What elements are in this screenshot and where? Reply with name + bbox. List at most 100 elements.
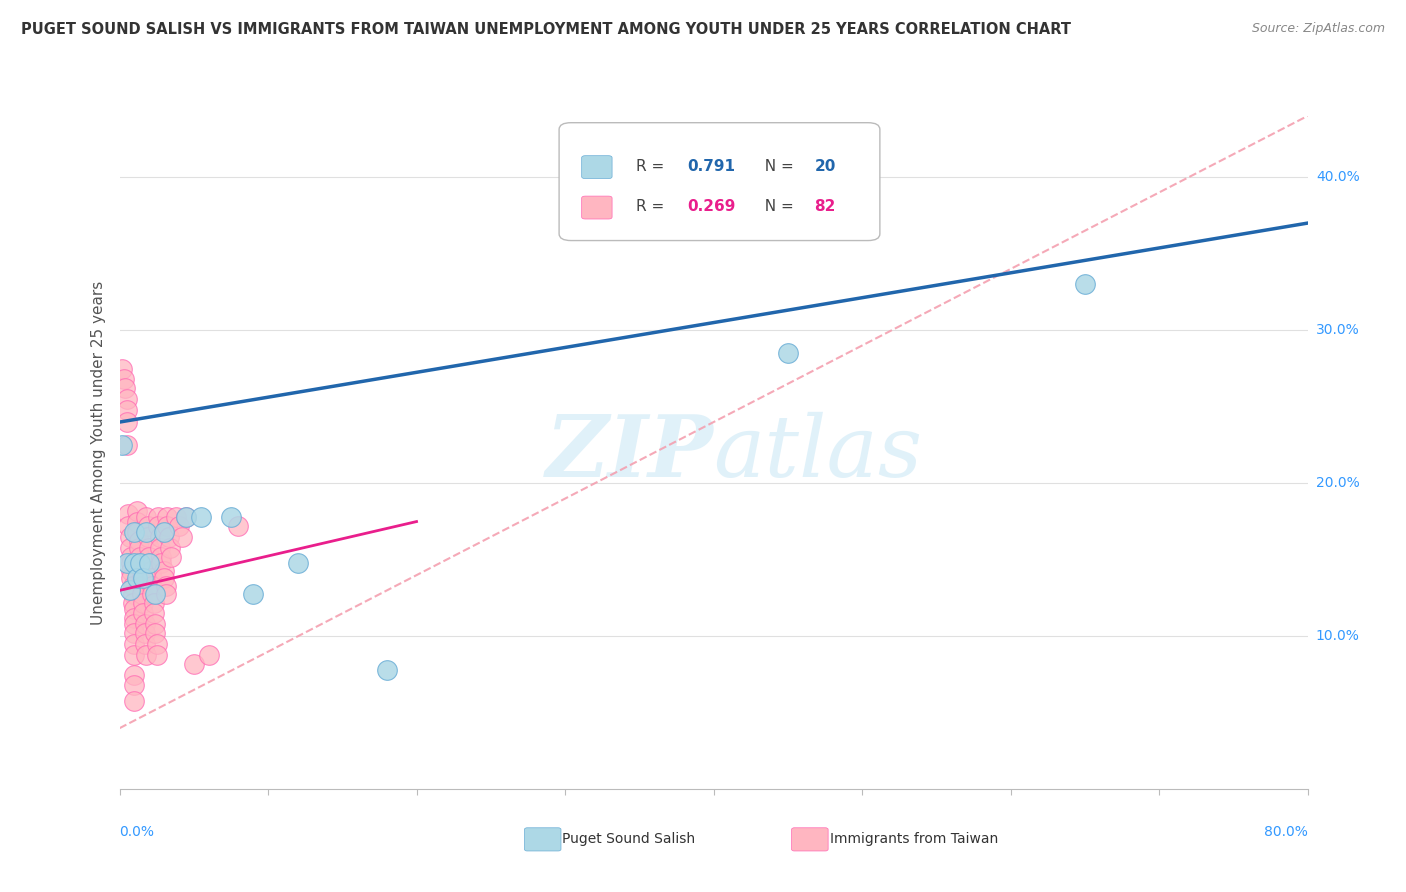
- Point: [150, 549, 173, 564]
- Text: Source: ZipAtlas.com: Source: ZipAtlas.com: [1251, 22, 1385, 36]
- Point: [120, 571, 142, 585]
- Point: [183, 657, 205, 671]
- Point: [124, 556, 146, 570]
- Point: [135, 648, 157, 662]
- FancyBboxPatch shape: [582, 196, 612, 219]
- Point: [153, 564, 176, 578]
- Text: 0.791: 0.791: [688, 159, 735, 174]
- Point: [124, 617, 146, 632]
- Point: [143, 626, 166, 640]
- Point: [141, 579, 163, 593]
- Text: 20: 20: [814, 159, 837, 174]
- Point: [153, 525, 176, 540]
- Point: [170, 530, 193, 544]
- Point: [117, 507, 139, 521]
- Point: [136, 519, 159, 533]
- Point: [176, 510, 198, 524]
- Text: R =: R =: [637, 159, 669, 174]
- Text: 40.0%: 40.0%: [1316, 170, 1360, 184]
- Text: 10.0%: 10.0%: [1316, 630, 1360, 643]
- Point: [118, 530, 141, 544]
- Point: [287, 556, 309, 570]
- Point: [131, 586, 153, 600]
- Point: [132, 571, 155, 585]
- Y-axis label: Unemployment Among Youth under 25 years: Unemployment Among Youth under 25 years: [91, 281, 107, 624]
- Point: [124, 637, 146, 651]
- Point: [112, 372, 135, 386]
- Point: [142, 607, 165, 621]
- Point: [165, 510, 187, 524]
- Point: [197, 648, 219, 662]
- Point: [124, 667, 146, 681]
- Point: [132, 596, 155, 610]
- Point: [124, 678, 146, 692]
- Point: [146, 519, 169, 533]
- Point: [776, 346, 799, 360]
- Point: [153, 571, 176, 585]
- Text: ZIP: ZIP: [546, 411, 713, 494]
- Point: [155, 586, 177, 600]
- Point: [127, 515, 149, 529]
- Text: Immigrants from Taiwan: Immigrants from Taiwan: [830, 832, 998, 847]
- Text: 80.0%: 80.0%: [1264, 825, 1308, 839]
- Point: [124, 693, 146, 707]
- Text: R =: R =: [637, 200, 669, 214]
- Point: [135, 525, 157, 540]
- Point: [167, 519, 190, 533]
- Text: 82: 82: [814, 200, 837, 214]
- Text: PUGET SOUND SALISH VS IMMIGRANTS FROM TAIWAN UNEMPLOYMENT AMONG YOUTH UNDER 25 Y: PUGET SOUND SALISH VS IMMIGRANTS FROM TA…: [21, 22, 1071, 37]
- Point: [129, 549, 152, 564]
- Point: [118, 541, 141, 555]
- Point: [128, 534, 150, 549]
- Point: [129, 556, 152, 570]
- Point: [138, 556, 160, 570]
- Point: [141, 586, 163, 600]
- Text: atlas: atlas: [713, 411, 922, 494]
- Point: [156, 519, 179, 533]
- Point: [122, 586, 145, 600]
- Point: [156, 510, 179, 524]
- Point: [124, 525, 146, 540]
- Point: [115, 402, 138, 417]
- Point: [124, 648, 146, 662]
- Point: [135, 510, 157, 524]
- Point: [159, 541, 181, 555]
- Point: [117, 519, 139, 533]
- Point: [131, 564, 153, 578]
- Point: [149, 541, 172, 555]
- Point: [120, 564, 142, 578]
- Point: [150, 556, 173, 570]
- Point: [118, 583, 141, 598]
- Point: [146, 510, 169, 524]
- Text: 30.0%: 30.0%: [1316, 323, 1360, 337]
- Text: 0.0%: 0.0%: [120, 825, 155, 839]
- Point: [155, 579, 177, 593]
- Point: [157, 530, 180, 544]
- Point: [132, 607, 155, 621]
- Point: [115, 438, 138, 452]
- Point: [124, 626, 146, 640]
- Point: [115, 415, 138, 429]
- Point: [122, 579, 145, 593]
- Point: [141, 571, 163, 585]
- Point: [142, 596, 165, 610]
- Point: [143, 586, 166, 600]
- Point: [115, 392, 138, 406]
- Point: [160, 549, 183, 564]
- Point: [128, 541, 150, 555]
- Point: [127, 571, 149, 585]
- Point: [138, 549, 160, 564]
- Point: [149, 530, 172, 544]
- Point: [136, 530, 159, 544]
- Text: 20.0%: 20.0%: [1316, 476, 1360, 491]
- Point: [143, 617, 166, 632]
- Point: [1074, 277, 1097, 292]
- Point: [115, 556, 138, 570]
- Point: [120, 556, 142, 570]
- Point: [111, 438, 134, 452]
- Point: [228, 519, 250, 533]
- FancyBboxPatch shape: [560, 123, 880, 241]
- Point: [131, 579, 153, 593]
- Point: [138, 541, 160, 555]
- FancyBboxPatch shape: [582, 156, 612, 178]
